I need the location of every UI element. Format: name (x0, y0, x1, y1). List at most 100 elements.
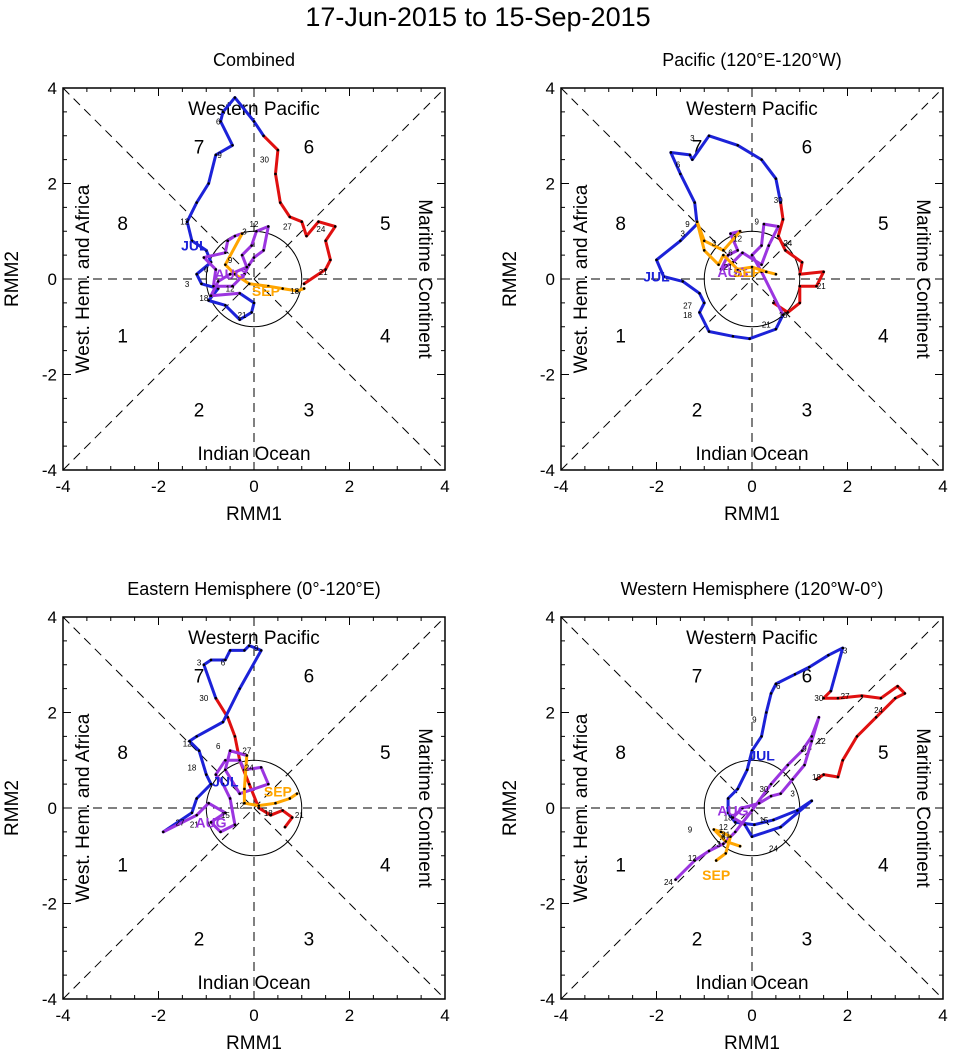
x-tick-label: 2 (345, 1006, 354, 1025)
day-label: 3 (712, 239, 717, 248)
trajectory-sep (223, 232, 306, 293)
phase-number-8: 8 (117, 743, 128, 764)
phase-number-2: 2 (692, 929, 703, 950)
x-tick-label: 4 (938, 477, 947, 496)
trajectory-point (796, 809, 799, 812)
trajectory-point (200, 282, 203, 286)
trajectory-point (212, 284, 215, 288)
trajectory-point (903, 692, 907, 695)
trajectory-point (295, 289, 299, 293)
trajectory-point (772, 301, 775, 305)
trajectory-point (669, 151, 673, 154)
trajectory-point (224, 251, 227, 255)
phase-number-3: 3 (304, 400, 315, 421)
unit-circle (205, 759, 303, 857)
trajectory-point (760, 158, 763, 161)
day-label: 21 (190, 821, 199, 830)
trajectory-point (233, 234, 237, 238)
trajectory-point (216, 280, 220, 283)
day-label: 3 (690, 134, 695, 143)
x-axis-label: RMM1 (724, 1033, 780, 1054)
trajectory-point (679, 172, 682, 176)
day-label: 15 (759, 816, 768, 825)
trajectory-point (750, 835, 754, 838)
trajectory-point (233, 96, 237, 99)
day-label: 21 (724, 263, 733, 272)
trajectory-point (822, 773, 825, 776)
phase-number-5: 5 (878, 743, 889, 764)
trajectory-point (836, 775, 840, 779)
plot-frame (62, 616, 446, 1000)
day-label: 24 (316, 225, 325, 234)
trajectory-point (195, 797, 198, 800)
trajectory-point (302, 282, 306, 286)
month-label-sep: SEP (252, 283, 280, 299)
day-label: 12 (688, 854, 697, 863)
trajectory-point (214, 268, 218, 271)
panel-title: Western Hemisphere (120°W-0°) (621, 579, 884, 599)
trajectory-point (247, 782, 251, 786)
trajectory-point (781, 313, 785, 317)
trajectory-point (224, 811, 227, 815)
trajectory-point (252, 301, 256, 305)
trajectory-point (726, 253, 730, 257)
x-tick-label: 0 (747, 477, 756, 496)
trajectory-point (302, 287, 306, 290)
day-label: 30 (814, 694, 823, 703)
trajectory-point (333, 225, 337, 228)
trajectory-point (245, 265, 249, 269)
trajectory-point (250, 311, 253, 314)
phase-number-7: 7 (194, 138, 205, 159)
day-label: 3 (681, 230, 686, 239)
trajectory-point (722, 842, 725, 846)
y-tick-label: -2 (42, 366, 57, 385)
trajectory-point (712, 828, 716, 831)
trajectory-point (781, 218, 785, 221)
day-label: 24 (245, 763, 254, 772)
diagonal-line (62, 616, 446, 1000)
trajectory-point (736, 787, 739, 791)
trajectory-point (829, 689, 833, 693)
trajectory-jul (161, 644, 263, 834)
day-label: 3 (716, 840, 721, 849)
day-label: 21 (817, 282, 826, 291)
trajectory-point (207, 299, 210, 302)
day-label: 6 (676, 160, 681, 169)
trajectory-point (784, 249, 787, 252)
phase-number-1: 1 (615, 855, 626, 876)
trajectory-point (267, 225, 270, 228)
day-label: 21 (295, 811, 304, 820)
trajectory-point (300, 220, 304, 223)
trajectory-point (815, 284, 818, 288)
trajectory-point (769, 794, 773, 798)
day-label: 21 (238, 311, 247, 320)
trajectory-point (738, 844, 742, 848)
region-label-bottom: Indian Ocean (695, 444, 808, 465)
day-label: 18 (290, 287, 299, 296)
trajectory-point (750, 809, 754, 812)
trajectory-point (259, 766, 263, 769)
y-tick-label: -2 (42, 895, 57, 914)
day-label: 6 (776, 682, 781, 691)
trajectory-point (893, 696, 897, 700)
trajectory-point (197, 749, 201, 752)
trajectory-point (224, 758, 227, 762)
trajectory-point (817, 715, 821, 719)
trajectory-point (750, 749, 754, 752)
trajectory-point (765, 711, 768, 714)
trajectory-point (202, 256, 206, 259)
trajectory-point (776, 225, 780, 228)
trajectory-point (772, 818, 775, 822)
trajectory-point (707, 134, 711, 138)
trajectory-point (681, 280, 685, 283)
trajectory-point (803, 763, 806, 767)
trajectory-point (693, 201, 696, 204)
day-label: 6 (728, 249, 733, 258)
trajectory-point (769, 692, 773, 695)
trajectory-point (252, 256, 256, 259)
phase-panel-3: Eastern Hemisphere (0°-120°E)-4 -2 0 2 4-4-2… (2, 579, 450, 1054)
trajectory-point (810, 739, 813, 743)
trajectory-point (726, 811, 730, 815)
